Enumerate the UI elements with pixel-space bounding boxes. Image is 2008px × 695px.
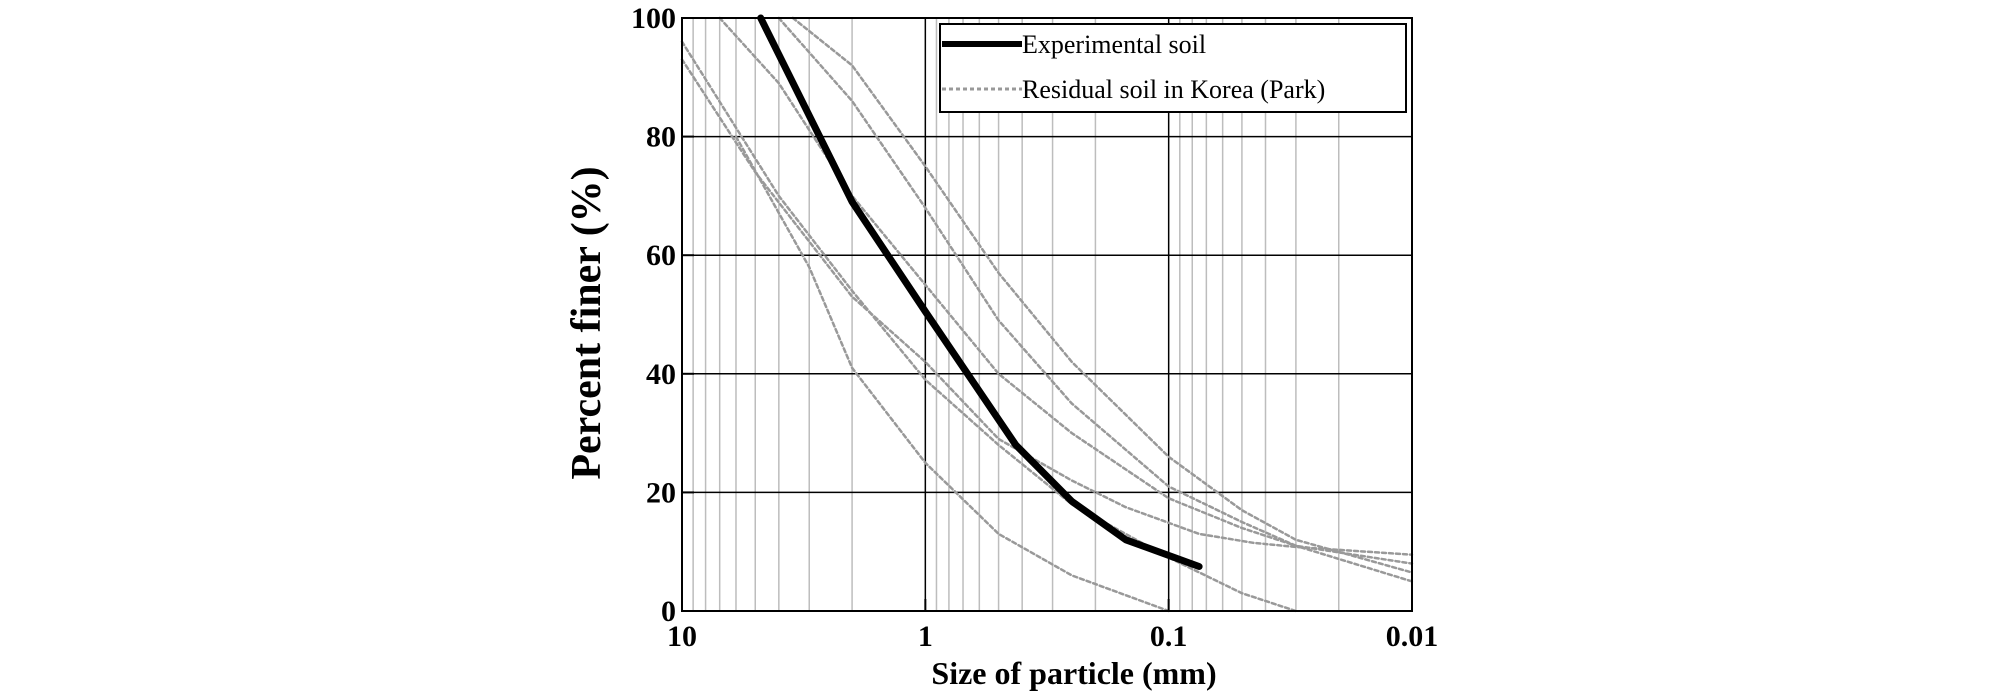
ticks (681, 17, 1413, 612)
tick-labels: 10 1 0.1 0.01 0 20 40 60 80 100 (631, 2, 1438, 653)
series-line-residual-soil (680, 40, 1298, 613)
y-tick-label: 100 (631, 2, 676, 35)
y-tick-label: 40 (646, 358, 676, 391)
y-tick-label: 60 (646, 239, 676, 272)
legend-box (939, 23, 1407, 113)
x-tick-label: 10 (667, 620, 697, 653)
minor-grid (692, 18, 1340, 611)
series-line-residual-soil (718, 16, 1414, 583)
legend-label-residual-soil: Residual soil in Korea (Park) (1022, 75, 1325, 104)
series-line-residual-soil (734, 135, 1170, 613)
series-line-residual-soil (680, 58, 1414, 556)
y-tick-label: 0 (661, 595, 676, 628)
series-layer (680, 14, 1414, 613)
series-line-residual-soil (777, 16, 1414, 565)
series-line-residual-soil (791, 16, 1414, 574)
legend: Experimental soil Residual soil in Korea… (939, 23, 1407, 113)
x-axis-title: Size of particle (mm) (931, 655, 1216, 691)
series-line-experimental-soil (757, 14, 1203, 570)
y-axis-title: Percent finer (%) (564, 166, 610, 479)
x-tick-label: 0.1 (1150, 620, 1188, 653)
legend-label-experimental-soil: Experimental soil (1022, 30, 1206, 59)
x-tick-label: 1 (918, 620, 933, 653)
x-tick-label: 0.01 (1386, 620, 1439, 653)
y-tick-label: 80 (646, 121, 676, 154)
plot-frame (681, 17, 1413, 612)
y-tick-label: 20 (646, 476, 676, 509)
